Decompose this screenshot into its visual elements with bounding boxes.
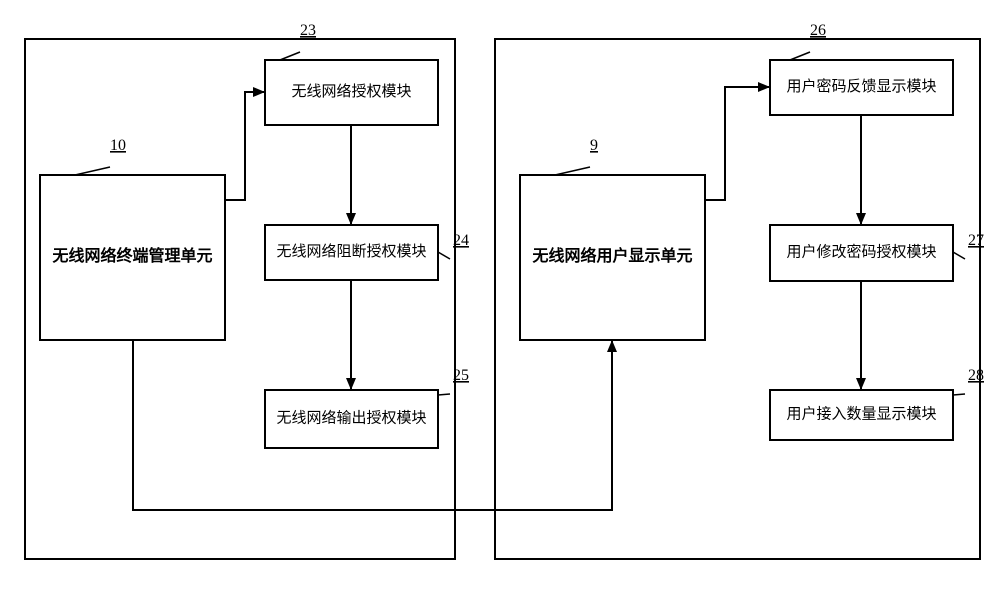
tag-lead-n28 xyxy=(953,394,965,395)
node-tag-n27: 27 xyxy=(968,232,984,249)
node-label-n28: 用户接入数量显示模块 xyxy=(786,405,936,422)
node-tag-n25: 25 xyxy=(453,367,469,384)
node-label-n24: 无线网络阻断授权模块 xyxy=(276,243,426,260)
node-label-n10: 无线网络终端管理单元 xyxy=(51,246,212,265)
node-tag-n24: 24 xyxy=(453,232,469,249)
node-label-n27: 用户修改密码授权模块 xyxy=(786,243,936,260)
node-tag-n10: 10 xyxy=(110,137,126,154)
node-label-n9: 无线网络用户显示单元 xyxy=(531,246,692,265)
tag-lead-n25 xyxy=(438,394,450,395)
node-tag-n26: 26 xyxy=(810,22,826,39)
node-tag-n23: 23 xyxy=(300,22,316,39)
node-tag-n28: 28 xyxy=(968,367,984,384)
node-label-n26: 用户密码反馈显示模块 xyxy=(786,78,936,95)
diagram-canvas: 无线网络终端管理单元 10 无线网络授权模块 23 无线网络阻断授权模块 24 无线网络输出… xyxy=(0,0,1000,589)
node-label-n23: 无线网络授权模块 xyxy=(291,83,411,100)
node-tag-n9: 9 xyxy=(590,137,598,154)
node-label-n25: 无线网络输出授权模块 xyxy=(276,409,426,426)
